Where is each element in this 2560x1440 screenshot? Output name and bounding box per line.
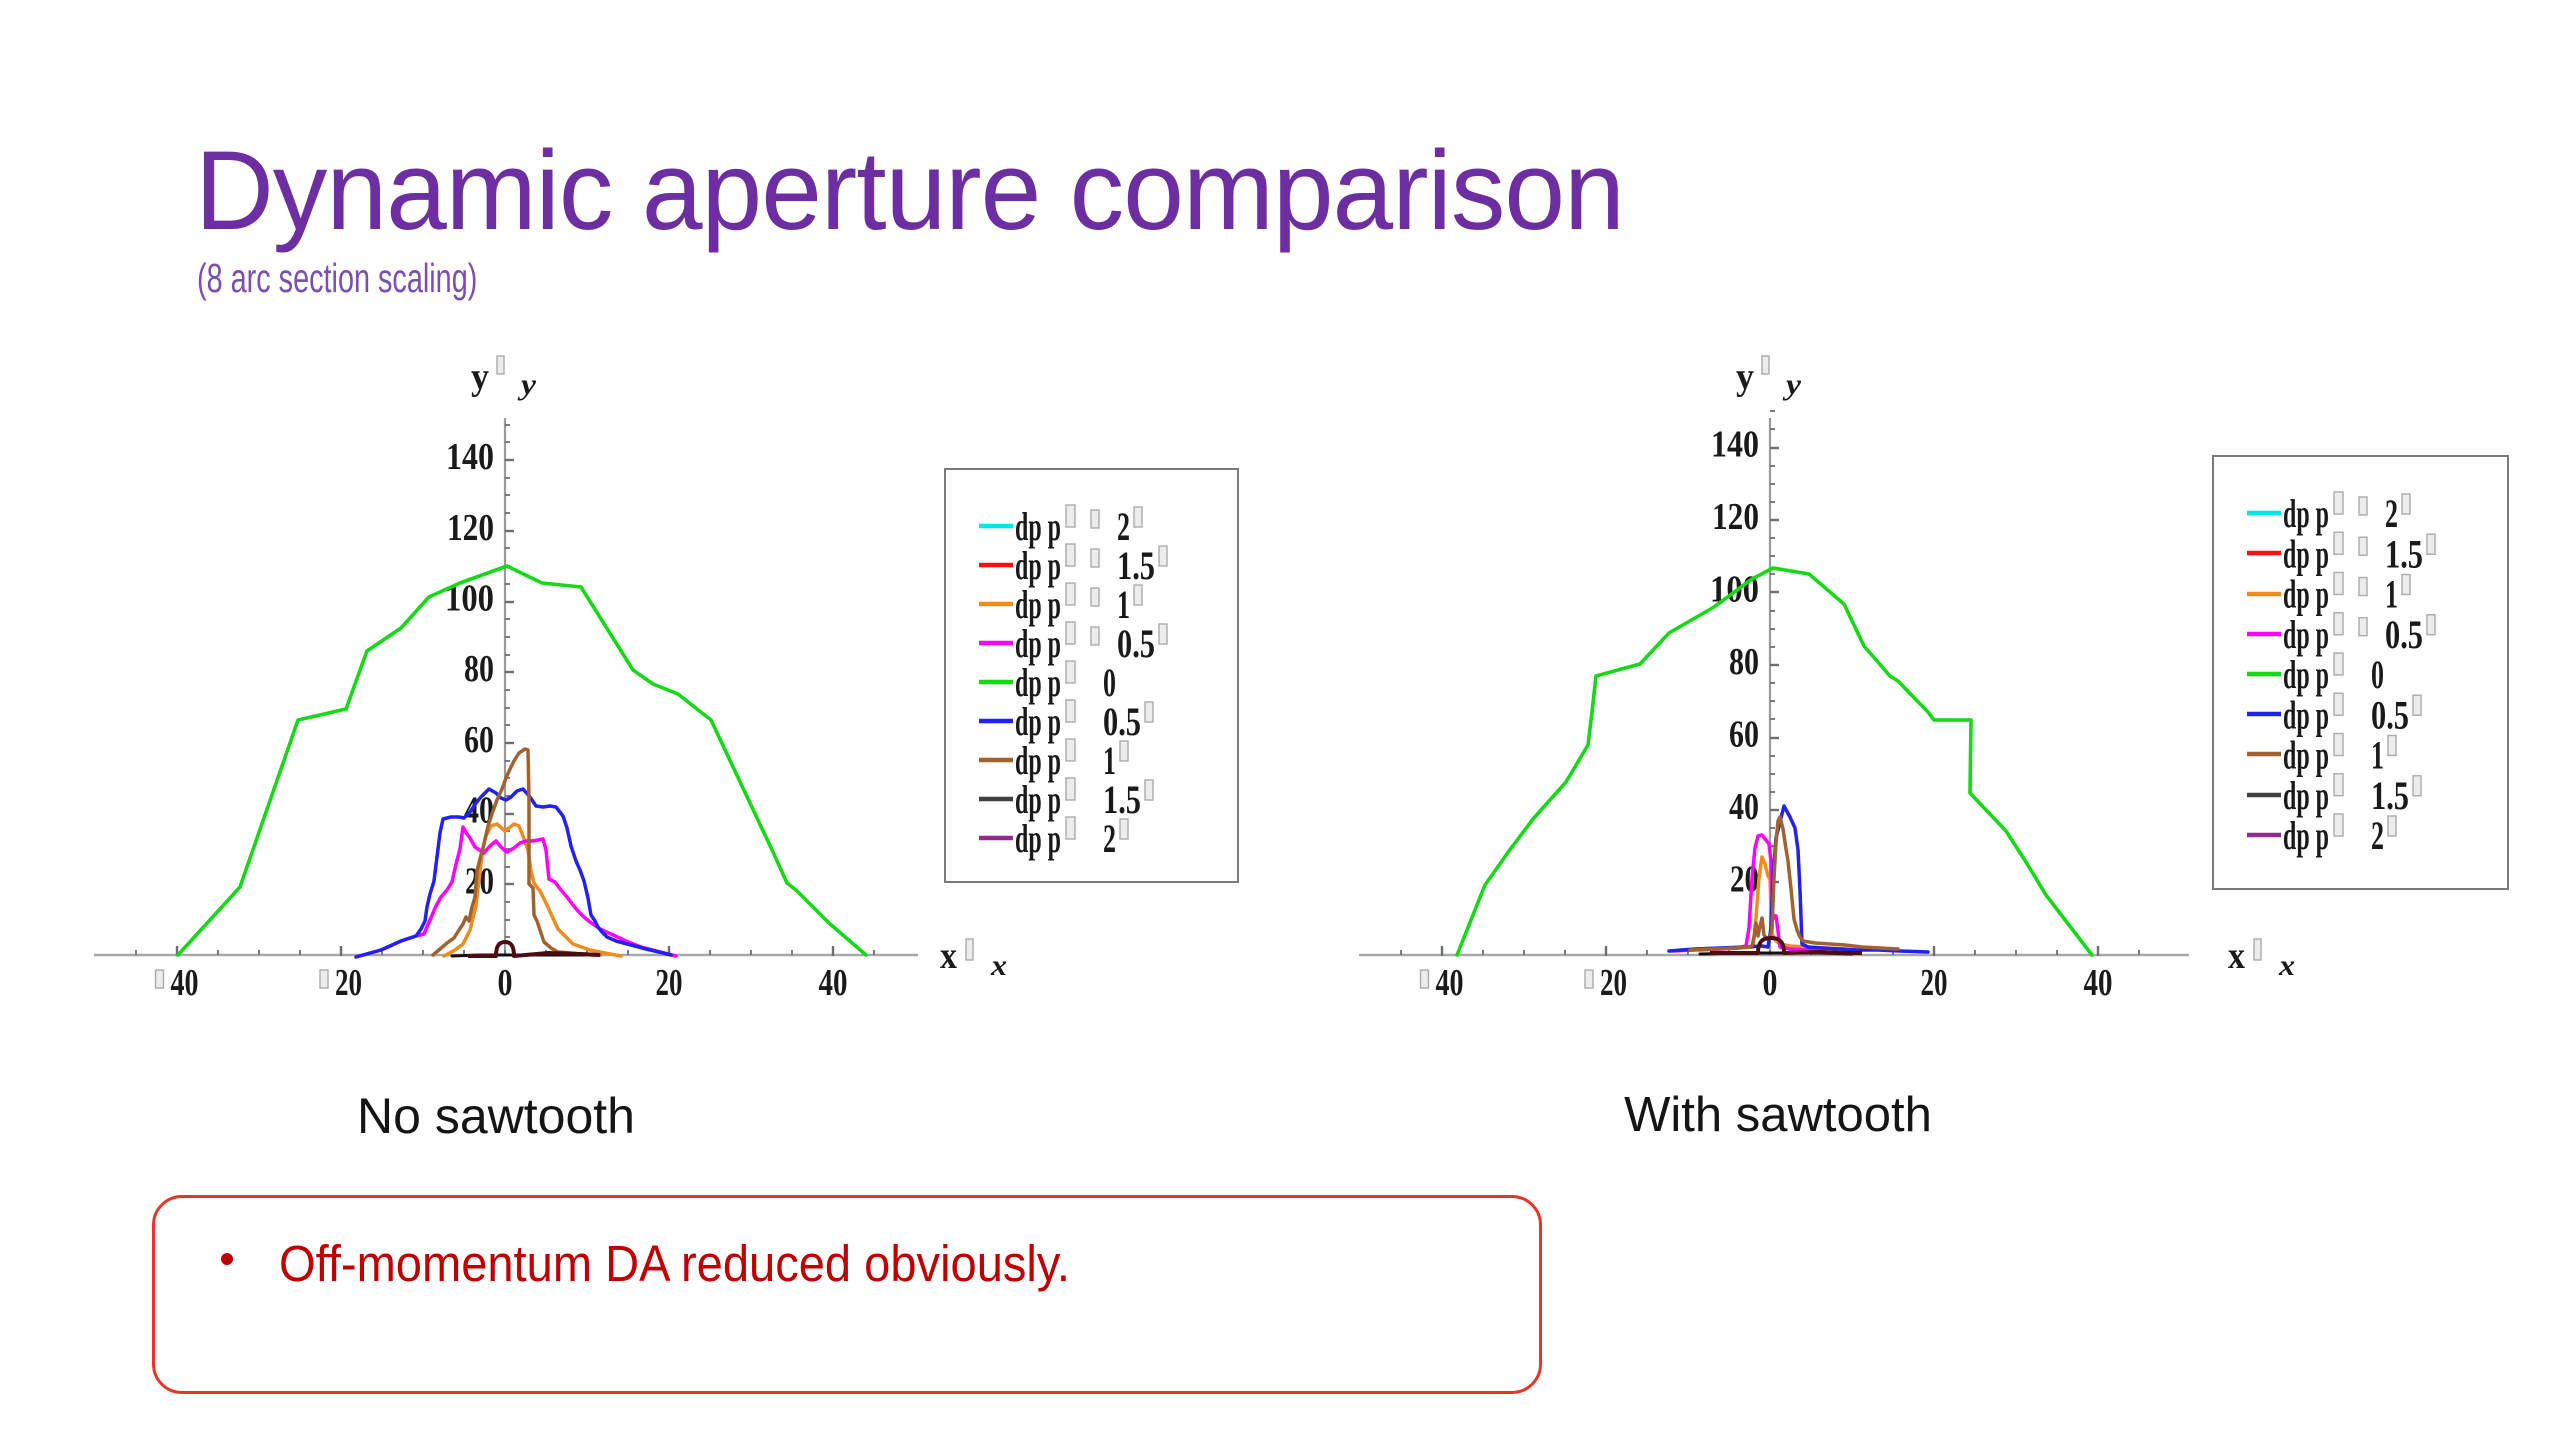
svg-text:dp p: dp p xyxy=(2283,813,2329,858)
svg-text:0: 0 xyxy=(498,962,513,1004)
svg-text:dp p: dp p xyxy=(2283,773,2329,818)
svg-text:x: x xyxy=(2278,949,2295,982)
svg-text:0.5: 0.5 xyxy=(1103,699,1141,744)
svg-text:0.5: 0.5 xyxy=(1117,621,1155,666)
svg-text:dp p: dp p xyxy=(2283,733,2329,778)
svg-text:y: y xyxy=(1783,368,1802,401)
svg-text:dp p: dp p xyxy=(1015,816,1061,861)
svg-text:0: 0 xyxy=(2371,652,2384,697)
svg-text:x: x xyxy=(2228,935,2245,977)
svg-text:0.5: 0.5 xyxy=(2371,692,2409,737)
svg-text:80: 80 xyxy=(464,648,494,690)
svg-text:1: 1 xyxy=(2385,572,2398,617)
svg-text:dp p: dp p xyxy=(2283,692,2329,737)
svg-text:dp p: dp p xyxy=(1015,543,1061,588)
svg-text:y: y xyxy=(1736,356,1754,398)
svg-text:dp p: dp p xyxy=(2283,491,2329,536)
svg-text:140: 140 xyxy=(1711,424,1759,466)
svg-text:20: 20 xyxy=(656,962,683,1004)
svg-text:0: 0 xyxy=(1763,962,1778,1004)
svg-text:1.5: 1.5 xyxy=(1103,777,1141,822)
svg-text:1: 1 xyxy=(1117,582,1130,627)
svg-text:40: 40 xyxy=(171,962,199,1004)
svg-text:20: 20 xyxy=(1921,962,1948,1004)
svg-text:2: 2 xyxy=(2385,491,2398,536)
svg-text:x: x xyxy=(940,935,957,977)
svg-text:20: 20 xyxy=(1600,962,1627,1004)
svg-text:2: 2 xyxy=(1117,504,1130,549)
svg-text:60: 60 xyxy=(464,719,494,761)
svg-text:60: 60 xyxy=(1729,714,1759,756)
svg-text:dp p: dp p xyxy=(1015,621,1061,666)
svg-text:0.5: 0.5 xyxy=(2385,612,2423,657)
svg-text:20: 20 xyxy=(335,962,362,1004)
svg-text:140: 140 xyxy=(446,436,494,478)
svg-text:1.5: 1.5 xyxy=(2385,531,2423,576)
svg-text:dp p: dp p xyxy=(2283,572,2329,617)
svg-text:y: y xyxy=(518,368,537,401)
svg-text:40: 40 xyxy=(1729,786,1759,828)
svg-text:100: 100 xyxy=(445,578,494,620)
svg-text:dp p: dp p xyxy=(1015,660,1061,705)
svg-text:dp p: dp p xyxy=(1015,582,1061,627)
svg-text:40: 40 xyxy=(819,962,848,1004)
svg-text:2: 2 xyxy=(2371,813,2384,858)
svg-text:dp p: dp p xyxy=(2283,531,2329,576)
svg-text:dp p: dp p xyxy=(1015,738,1061,783)
svg-text:x: x xyxy=(990,949,1007,982)
svg-text:dp p: dp p xyxy=(1015,504,1061,549)
svg-text:120: 120 xyxy=(1712,496,1759,538)
svg-text:2: 2 xyxy=(1103,816,1116,861)
svg-text:dp p: dp p xyxy=(1015,699,1061,744)
svg-text:1.5: 1.5 xyxy=(2371,773,2409,818)
svg-text:1.5: 1.5 xyxy=(1117,543,1155,588)
svg-text:dp p: dp p xyxy=(2283,612,2329,657)
svg-text:1: 1 xyxy=(1103,738,1116,783)
svg-text:y: y xyxy=(471,356,489,398)
svg-text:dp p: dp p xyxy=(1015,777,1061,822)
svg-text:40: 40 xyxy=(1436,962,1464,1004)
svg-text:0: 0 xyxy=(1103,660,1116,705)
svg-text:1: 1 xyxy=(2371,733,2384,778)
svg-text:120: 120 xyxy=(447,507,494,549)
svg-text:80: 80 xyxy=(1729,641,1759,683)
svg-text:dp p: dp p xyxy=(2283,652,2329,697)
svg-text:40: 40 xyxy=(2084,962,2113,1004)
